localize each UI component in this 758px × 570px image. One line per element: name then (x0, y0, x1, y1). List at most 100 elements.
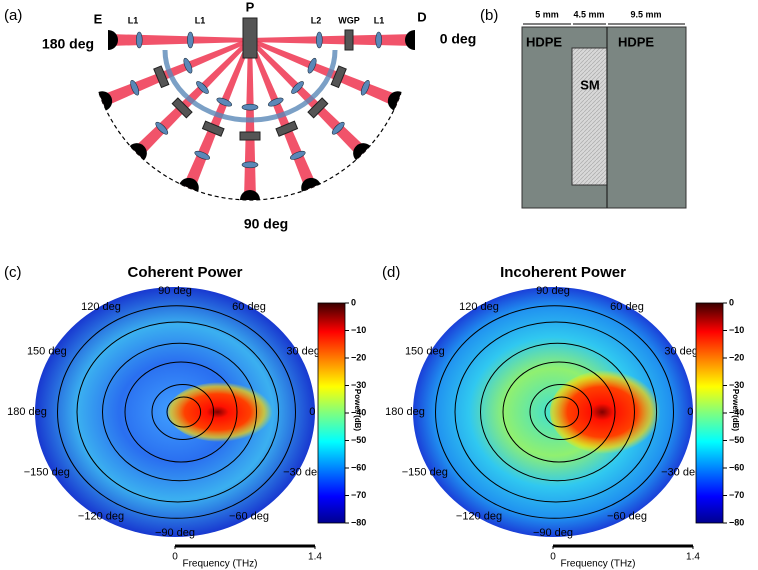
radial-tick-label: 0 (550, 552, 556, 563)
angle-tick-label: 120 deg (81, 301, 121, 313)
panel-label: (c) (4, 264, 22, 281)
beam (250, 34, 415, 46)
contour-ring (57, 305, 296, 519)
sm-layer (571, 47, 608, 186)
radial-tick-label: 1.4 (308, 552, 322, 563)
polarizer (153, 65, 170, 89)
angle-tick-label: 30 deg (286, 345, 320, 357)
beam (248, 38, 368, 158)
contour-ring (435, 305, 674, 519)
contour-ring (529, 384, 593, 440)
contour-ring (454, 321, 658, 503)
sample-diagram (521, 23, 687, 209)
lens (194, 150, 211, 160)
colorbar-tick-label: −60 (351, 462, 366, 472)
colorbar-tick-label: −80 (351, 517, 366, 527)
radial-tick-label: 0 (172, 552, 178, 563)
hot-region (550, 370, 666, 454)
detector (405, 30, 415, 50)
radial-tick-label: 1.4 (686, 552, 700, 563)
polarizer (307, 97, 329, 119)
detector (98, 91, 113, 111)
component-label: L2 (311, 15, 322, 25)
contour-ring (102, 342, 257, 482)
beam (108, 34, 250, 46)
polarizer (275, 120, 299, 137)
lens (307, 57, 317, 74)
emitter-label: E (94, 11, 103, 26)
detector (108, 30, 118, 50)
lens (360, 79, 370, 96)
material-label: HDPE (618, 34, 654, 49)
angle-tick-label: 90 deg (158, 285, 192, 297)
lens (216, 97, 233, 107)
beam (132, 38, 252, 158)
angle-tick-label: −30 deg (661, 466, 701, 478)
polarizer (201, 120, 225, 137)
colorbar-label: Power (dB) (731, 389, 740, 432)
lens-arc (162, 49, 338, 123)
angle-tick-label: 60 deg (232, 301, 266, 313)
lens (315, 31, 323, 49)
angle-tick-label: −30 deg (283, 466, 323, 478)
contour-ring (151, 384, 215, 440)
plot-title: Incoherent Power (500, 264, 626, 281)
colorbar-tick-label: −40 (729, 407, 744, 417)
colorbar-tick-label: −10 (351, 325, 366, 335)
detector (240, 190, 260, 200)
contour-ring (502, 361, 616, 463)
angle-tick-label: 150 deg (405, 345, 445, 357)
angle-tick-label: −60 deg (229, 511, 269, 523)
radial-axis-label: Frequency (THz) (182, 559, 257, 570)
angle-tick-label: −150 deg (402, 466, 448, 478)
angle-label: 0 deg (440, 31, 477, 47)
angle-label: 90 deg (244, 216, 288, 232)
lens (196, 81, 209, 94)
detector-label: D (417, 9, 426, 24)
polarizer (239, 131, 261, 141)
angle-tick-label: 30 deg (664, 345, 698, 357)
colorbar-tick-label: −10 (729, 325, 744, 335)
material-label: SM (580, 77, 600, 92)
polarizer (344, 29, 354, 51)
detector (387, 91, 402, 111)
width-label: 4.5 mm (573, 9, 604, 19)
contour-ring (76, 321, 280, 503)
angle-tick-label: −60 deg (607, 511, 647, 523)
lens (375, 31, 383, 49)
lens (241, 161, 259, 169)
angle-tick-label: −120 deg (78, 511, 124, 523)
panel-label: (a) (4, 7, 22, 24)
angle-tick-label: −120 deg (456, 511, 502, 523)
detector (129, 143, 147, 161)
contour-ring (480, 342, 635, 482)
setup-diagram (98, 17, 415, 201)
angle-label: 180 deg (42, 36, 94, 52)
angle-tick-label: −150 deg (24, 466, 70, 478)
width-label: 9.5 mm (630, 9, 661, 19)
source-label: P (246, 0, 255, 14)
angle-tick-label: 180 deg (7, 406, 47, 418)
contour-ring (124, 361, 238, 463)
panel-label: (b) (480, 7, 498, 24)
material-label: HDPE (526, 34, 562, 49)
component-label: WGP (338, 15, 360, 25)
lens (183, 57, 193, 74)
angle-tick-label: 180 deg (385, 406, 425, 418)
colorbar (695, 302, 724, 524)
angle-tick-label: 120 deg (459, 301, 499, 313)
angle-tick-label: 150 deg (27, 345, 67, 357)
width-label: 5 mm (535, 9, 559, 19)
colorbar-tick-label: −50 (351, 435, 366, 445)
colorbar-tick-label: −40 (351, 407, 366, 417)
lens (155, 121, 169, 135)
angle-tick-label: −90 deg (533, 527, 573, 539)
dashed-arc (98, 93, 402, 201)
polarizer (171, 97, 193, 119)
component-label: L1 (128, 15, 139, 25)
sample-holder (242, 17, 258, 59)
angle-tick-label: 90 deg (536, 285, 570, 297)
polarizer (330, 65, 347, 89)
lens (130, 79, 140, 96)
